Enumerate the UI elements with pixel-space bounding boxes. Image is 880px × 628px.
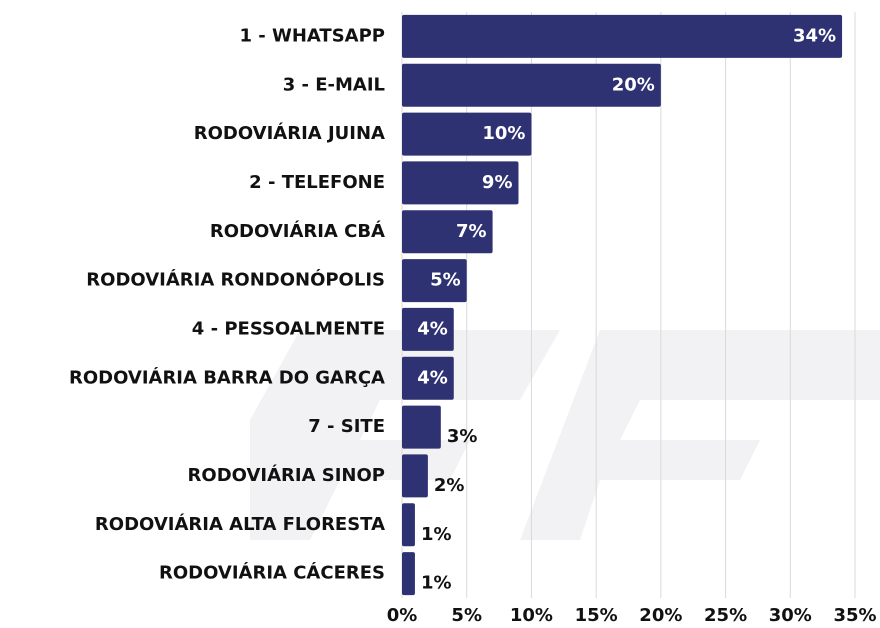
bar (402, 454, 428, 498)
y-tick-label: RODOVIÁRIA SINOP (188, 464, 385, 486)
x-tick-label: 20% (639, 605, 682, 626)
bar (402, 210, 493, 254)
data-label: 1% (421, 573, 452, 594)
x-tick-label: 10% (510, 605, 553, 626)
y-tick-label: 1 - WHATSAPP (239, 25, 385, 46)
bar (402, 14, 843, 58)
data-label: 3% (447, 426, 478, 447)
bar (402, 63, 661, 107)
x-tick-label: 30% (769, 605, 812, 626)
y-tick-label: RODOVIÁRIA CÁCERES (159, 562, 385, 584)
y-tick-label: 3 - E-MAIL (283, 74, 385, 95)
data-label: 7% (456, 221, 487, 242)
bar (402, 112, 532, 156)
bar (402, 307, 454, 351)
data-label: 34% (793, 25, 836, 46)
x-tick-label: 0% (387, 605, 418, 626)
x-tick-label: 25% (704, 605, 747, 626)
y-tick-label: 2 - TELEFONE (249, 172, 385, 193)
data-label: 4% (417, 318, 448, 339)
x-tick-label: 15% (575, 605, 618, 626)
bar (402, 356, 454, 400)
x-tick-label: 5% (451, 605, 482, 626)
bar (402, 552, 415, 596)
data-label: 1% (421, 524, 452, 545)
y-tick-label: 7 - SITE (308, 416, 385, 437)
data-label: 2% (434, 475, 465, 496)
data-label: 9% (482, 172, 513, 193)
y-tick-label: RODOVIÁRIA ALTA FLORESTA (95, 513, 385, 535)
bar (402, 161, 519, 205)
data-label: 10% (482, 123, 525, 144)
x-tick-label: 35% (833, 605, 876, 626)
data-label: 4% (417, 367, 448, 388)
y-tick-label: RODOVIÁRIA JUINA (194, 122, 385, 144)
data-label: 20% (612, 74, 655, 95)
y-tick-label: RODOVIÁRIA BARRA DO GARÇA (69, 366, 385, 388)
y-tick-label: RODOVIÁRIA CBÁ (210, 220, 385, 242)
bar (402, 503, 415, 547)
data-label: 5% (430, 270, 461, 291)
y-tick-label: 4 - PESSOALMENTE (192, 318, 385, 339)
bar (402, 405, 441, 449)
y-tick-label: RODOVIÁRIA RONDONÓPOLIS (86, 269, 385, 291)
bar (402, 259, 467, 303)
